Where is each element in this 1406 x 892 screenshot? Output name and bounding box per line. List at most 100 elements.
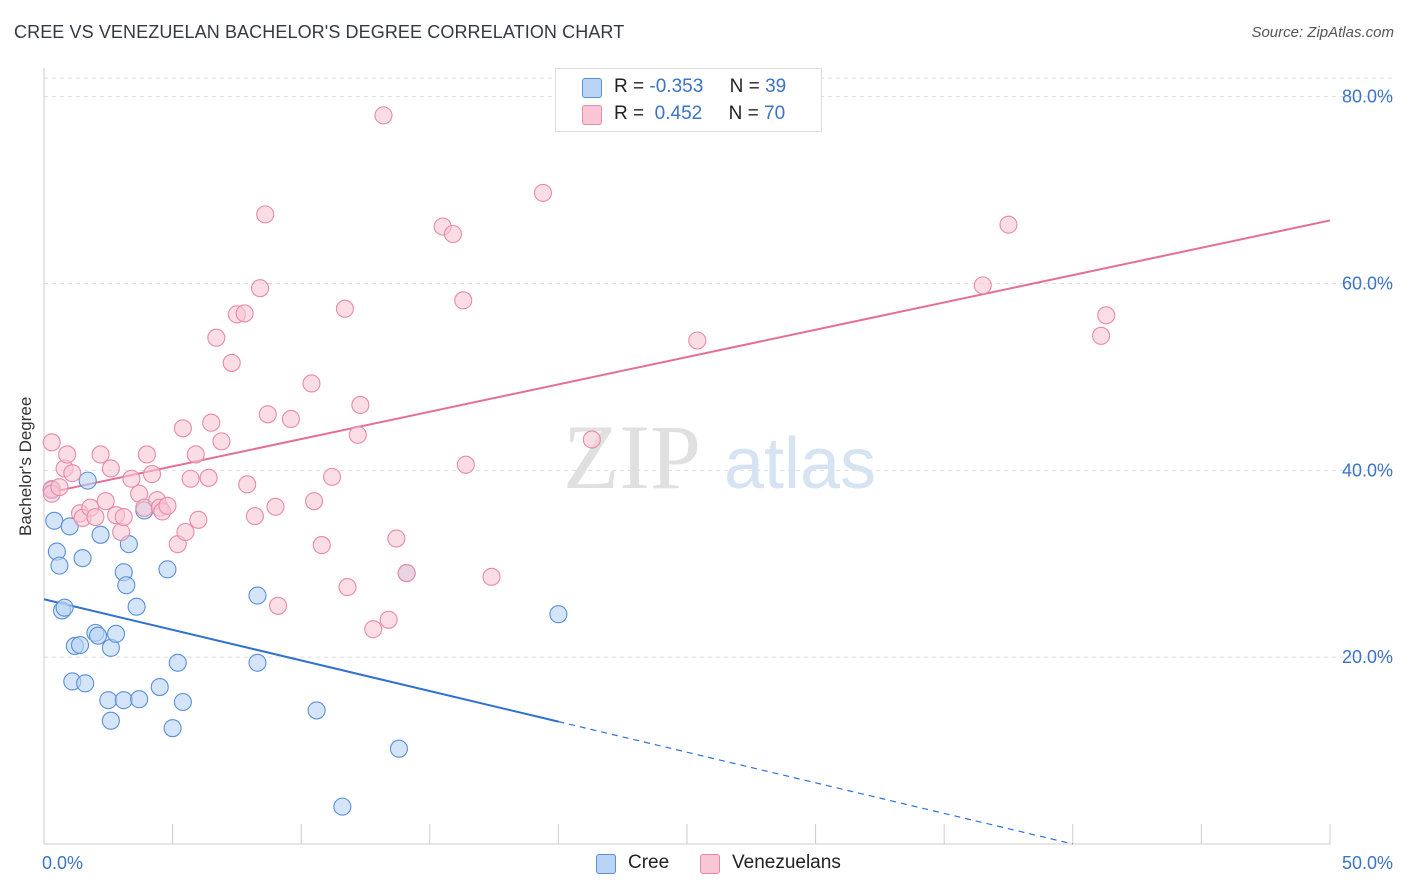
venezuelans-point: [173, 419, 192, 438]
venezuelans-point: [582, 430, 601, 449]
axes: [43, 68, 1331, 845]
venezuelans-point: [238, 475, 257, 494]
venezuelans-point: [222, 353, 241, 372]
cree-point: [60, 517, 79, 536]
tick-labels: 20.0% 40.0% 60.0% 80.0% 0.0% 50.0%: [42, 87, 1393, 873]
cree-legend-label: Cree: [628, 852, 670, 873]
venezuelans-point: [338, 578, 357, 597]
n-value: 70: [764, 103, 786, 124]
venezuelans-point: [374, 106, 393, 125]
venezuelans-point: [351, 395, 370, 415]
venezuelans-point: [258, 405, 277, 424]
cree-swatch: [582, 78, 602, 98]
venezuelans-point: [281, 409, 300, 429]
grid-lines: [44, 77, 1392, 658]
cree-point: [248, 586, 267, 605]
venezuelans-point: [348, 425, 367, 444]
cree-point: [389, 739, 408, 758]
venezuelans-point: [533, 183, 553, 202]
venezuelans-point: [176, 522, 195, 542]
venezuelans-point: [58, 445, 77, 464]
cree-point: [163, 719, 182, 738]
stats-legend: R = -0.353 N = 39 R = 0.452 N = 70: [555, 68, 822, 132]
n-label: N =: [729, 76, 760, 97]
y-tick-label: 60.0%: [1342, 274, 1393, 294]
venezuelans-point: [202, 413, 221, 432]
cree-point: [158, 560, 177, 579]
cree-point: [168, 653, 187, 672]
venezuelans-point: [323, 467, 342, 486]
y-tick-label: 40.0%: [1342, 460, 1393, 480]
venezuelans-point: [199, 468, 218, 487]
venezuelans-point: [114, 507, 133, 527]
venezuelans-point: [1097, 306, 1116, 325]
cree-point: [307, 701, 326, 720]
cree-point: [78, 471, 97, 490]
cree-point: [45, 511, 64, 530]
cree-point: [73, 549, 92, 568]
venezuelans-point: [364, 620, 383, 639]
venezuelans-point: [235, 304, 254, 323]
cree-point: [117, 576, 136, 595]
venezuelans-point: [186, 445, 205, 464]
venezuelans-point: [112, 522, 131, 542]
venezuelans-point: [189, 510, 208, 529]
venezuelans-point: [245, 507, 264, 526]
venezuelans-point: [999, 215, 1018, 234]
cree-trend-extension: [558, 721, 1073, 845]
venezuelans-point: [688, 331, 707, 350]
venezuelans-point: [91, 445, 110, 464]
venezuelans-point: [312, 536, 331, 555]
cree-point: [173, 692, 192, 712]
venezuelans-point: [387, 529, 406, 548]
x-tick-label: 0.0%: [42, 853, 83, 873]
data-points: [42, 106, 1116, 816]
venezuelans-point: [212, 432, 231, 451]
cree-point: [99, 691, 118, 710]
cree-point: [55, 598, 74, 617]
cree-point: [549, 605, 568, 624]
source-credit: Source: ZipAtlas.com: [1251, 24, 1394, 41]
legend-text-cree: R = -0.353 N = 39: [614, 76, 786, 98]
venezuelans-point: [137, 445, 156, 464]
cree-point: [76, 674, 95, 693]
y-tick-label: 80.0%: [1342, 87, 1393, 107]
watermark-zip: ZIP: [563, 406, 701, 508]
venezuelans-point: [256, 205, 275, 224]
cree-point: [248, 653, 267, 672]
venezuelans-point: [269, 596, 288, 615]
venezuelans-point: [181, 469, 200, 488]
watermark: ZIP atlas: [563, 406, 876, 508]
cree-point: [101, 711, 120, 730]
cree-trend-line: [43, 598, 559, 723]
cree-point: [88, 626, 108, 645]
trend-lines: [43, 219, 1331, 845]
venezuelans-legend-label: Venezuelans: [732, 852, 841, 873]
r-label: R =: [614, 103, 645, 124]
venezuelans-point: [379, 610, 398, 629]
cree-point: [130, 690, 149, 709]
n-label: N =: [728, 103, 759, 124]
venezuelans-point: [454, 291, 473, 310]
cree-point: [127, 597, 146, 616]
venezuelans-point: [335, 299, 354, 318]
watermark-atlas: atlas: [724, 424, 876, 504]
x-tick-label: 50.0%: [1342, 853, 1393, 873]
venezuelans-point: [443, 224, 462, 244]
venezuelans-point: [1092, 326, 1111, 345]
venezuelans-point: [42, 433, 61, 452]
cree-point: [114, 691, 133, 710]
chart-title: CREE VS VENEZUELAN BACHELOR'S DEGREE COR…: [14, 22, 625, 42]
n-value: 39: [765, 76, 787, 97]
venezuelans-point: [96, 492, 115, 511]
venezuelans-point: [86, 507, 105, 527]
cree-point: [333, 797, 352, 816]
venezuelans-point: [456, 455, 475, 474]
r-value: 0.452: [649, 103, 703, 124]
venezuelans-point: [50, 478, 69, 497]
cree-point: [91, 525, 110, 544]
venezuelans-point: [482, 567, 501, 586]
venezuelans-legend-swatch: [700, 854, 720, 874]
y-tick-label: 20.0%: [1342, 647, 1393, 667]
